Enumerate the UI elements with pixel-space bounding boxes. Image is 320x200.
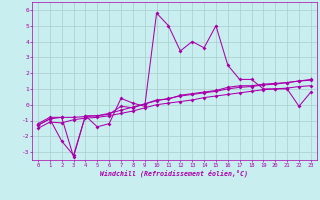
X-axis label: Windchill (Refroidissement éolien,°C): Windchill (Refroidissement éolien,°C) bbox=[100, 170, 248, 177]
